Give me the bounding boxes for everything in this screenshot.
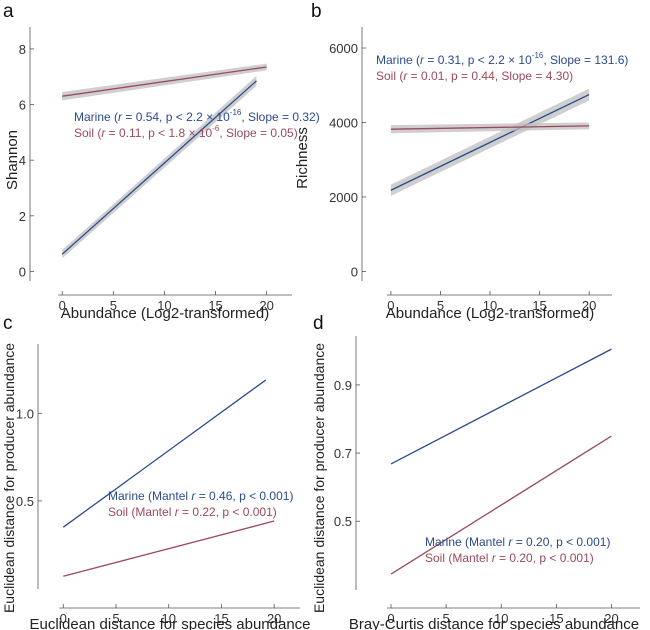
panel-d-x-axis-title: Bray-Curtis distance for species abundan… xyxy=(349,616,639,630)
panel-a-annotation-marine: Marine (r = 0.54, p < 2.2 × 10-16, Slope… xyxy=(74,108,320,124)
panel-d-marks: 0 5 10 15 20 0.5 0.7 0.9 xyxy=(334,336,640,626)
panel-c-x-tick-label: 0 xyxy=(60,611,67,626)
panel-a: a 0 5 10 15 20 0 2 4 6 8 Abundance (Log2-transfor… xyxy=(3,1,320,322)
panel-a-y-tick-label: 4 xyxy=(19,153,26,168)
panel-d-x-tick-label: 5 xyxy=(443,611,450,626)
panel-a-x-tick-label: 5 xyxy=(110,298,117,313)
panel-c-x-tick-label: 20 xyxy=(267,611,281,626)
panel-c-x-tick-label: 5 xyxy=(112,611,119,626)
panel-c-y-axis-title: Euclidean distance for producer abundanc… xyxy=(1,343,17,613)
panel-d-y-tick-label: 0.9 xyxy=(334,378,352,393)
panel-a-marine-fit-line xyxy=(61,80,257,255)
panel-c-x-tick-label: 10 xyxy=(161,611,175,626)
panel-d-x-tick-label: 20 xyxy=(604,611,618,626)
panel-b-marks: 0 5 10 15 20 0 2000 4000 6000 xyxy=(329,27,612,313)
panel-d-x-tick-label: 15 xyxy=(549,611,563,626)
panel-d: d 0 5 10 15 20 0.5 0.7 0.9 Bray-Curtis distance… xyxy=(311,313,640,630)
panel-a-soil-fit-line xyxy=(62,66,267,97)
panel-d-annotation-marine: Marine (Mantel r = 0.20, p < 0.001) xyxy=(425,535,610,549)
panel-b-x-tick-label: 5 xyxy=(437,298,444,313)
panel-c: c 0 5 10 15 20 0.5 1.0 Euclidean distance for … xyxy=(1,313,311,630)
panel-b-y-axis-title: Richness xyxy=(294,127,311,189)
panel-a-x-axis-title: Abundance (Log2-transformed) xyxy=(61,305,269,322)
panel-c-y-tick-label: 1.0 xyxy=(16,406,34,421)
panel-d-soil-fit-line xyxy=(390,435,612,575)
panel-a-y-tick-label: 0 xyxy=(19,264,26,279)
panel-c-marks: 0 5 10 15 20 0.5 1.0 xyxy=(16,344,300,626)
panel-d-y-axis-title: Euclidean distance for producer abundanc… xyxy=(311,343,327,613)
panel-d-marine-fit-line xyxy=(390,348,612,465)
panel-c-annotation-marine: Marine (Mantel r = 0.46, p < 0.001) xyxy=(108,489,293,503)
panel-a-letter: a xyxy=(3,1,14,22)
panel-b-y-tick-label: 4000 xyxy=(329,115,358,130)
panel-b-x-axis-title: Abundance (Log2-transformed) xyxy=(386,305,594,322)
panel-a-marks: 0 5 10 15 20 0 2 4 6 8 xyxy=(19,27,292,313)
panel-a-y-tick-label: 6 xyxy=(19,98,26,113)
panel-a-x-tick-label: 0 xyxy=(59,298,66,313)
panel-b-x-tick-label: 0 xyxy=(387,298,394,313)
panel-c-marine-fit-line xyxy=(62,379,267,528)
panel-a-y-tick-label: 2 xyxy=(19,209,26,224)
panel-a-annotation-soil: Soil (r = 0.11, p < 1.8 × 10-6, Slope = … xyxy=(74,124,298,140)
panel-b-y-tick-label: 2000 xyxy=(329,190,358,205)
panel-d-y-tick-label: 0.7 xyxy=(334,446,352,461)
panel-c-y-tick-label: 0.5 xyxy=(16,494,34,509)
panel-c-annotation-soil: Soil (Mantel r = 0.22, p < 0.001) xyxy=(108,505,277,519)
panel-d-x-tick-label: 10 xyxy=(494,611,508,626)
panel-c-soil-fit-line xyxy=(63,520,275,577)
panel-d-letter: d xyxy=(313,313,324,334)
panel-d-y-tick-label: 0.5 xyxy=(334,514,352,529)
panel-d-x-tick-label: 0 xyxy=(387,611,394,626)
panel-c-x-axis-title: Euclidean distance for species abundance xyxy=(29,616,310,630)
panel-b-annotation-marine: Marine (r = 0.31, p < 2.2 × 10-16, Slope… xyxy=(376,51,628,67)
panel-b-marine-fit-line xyxy=(390,93,590,191)
panel-a-x-tick-label: 15 xyxy=(208,298,222,313)
panel-b-x-tick-label: 10 xyxy=(483,298,497,313)
panel-b-letter: b xyxy=(311,1,322,22)
panel-b-y-tick-label: 0 xyxy=(351,264,358,279)
panel-c-x-tick-label: 15 xyxy=(214,611,228,626)
panel-b-x-tick-label: 20 xyxy=(582,298,596,313)
panel-a-x-tick-label: 20 xyxy=(259,298,273,313)
panel-b: b 0 5 10 15 20 0 2000 4000 6000 Abundance (Log2-… xyxy=(294,1,628,322)
panel-c-letter: c xyxy=(3,313,13,334)
panel-a-y-tick-label: 8 xyxy=(19,42,26,57)
panel-d-annotation-soil: Soil (Mantel r = 0.20, p < 0.001) xyxy=(425,551,594,565)
panel-b-annotation-soil: Soil (r = 0.01, p = 0.44, Slope = 4.30) xyxy=(376,69,573,83)
panel-b-x-tick-label: 15 xyxy=(532,298,546,313)
panel-a-x-tick-label: 10 xyxy=(157,298,171,313)
panel-b-y-tick-label: 6000 xyxy=(329,41,358,56)
panel-b-soil-fit-line xyxy=(390,125,590,130)
panel-a-y-axis-title: Shannon xyxy=(4,130,21,190)
